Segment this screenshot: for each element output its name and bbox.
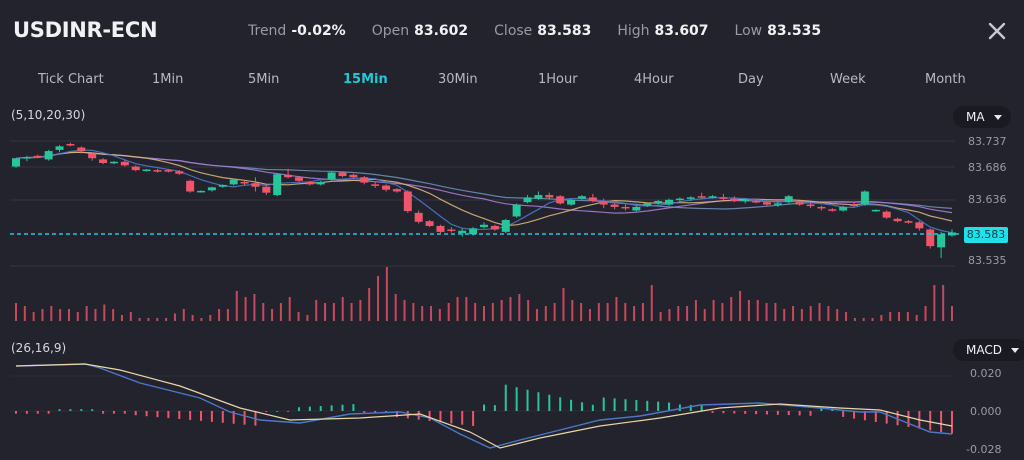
- tab-week[interactable]: Week: [830, 72, 866, 87]
- stat-trend: Trend -0.02%: [248, 23, 346, 39]
- stat-value: 83.607: [654, 23, 709, 39]
- stat-label: High: [617, 23, 650, 39]
- macd-indicator-label: MACD: [966, 343, 1002, 357]
- volume-bars: [15, 267, 953, 321]
- macd-params-label: (26,16,9): [11, 341, 67, 355]
- candlesticks: [12, 142, 956, 259]
- stat-low: Low 83.535: [735, 23, 822, 39]
- tab-30min[interactable]: 30Min: [438, 72, 478, 87]
- tab-5min[interactable]: 5Min: [248, 72, 280, 87]
- tab-month[interactable]: Month: [925, 72, 966, 87]
- stat-high: High 83.607: [617, 23, 708, 39]
- tab-day[interactable]: Day: [738, 72, 764, 87]
- stat-label: Open: [371, 23, 410, 39]
- ma-indicator-label: MA: [966, 110, 985, 124]
- macd-histogram: [15, 384, 953, 434]
- close-button[interactable]: [986, 20, 1008, 42]
- price-axis-label: 83.535: [968, 254, 1007, 267]
- macd-axis-label: 0.000: [970, 405, 1002, 418]
- macd-dea-line: [15, 363, 953, 449]
- stats-bar: Trend -0.02% Open 83.602 Close 83.583 High 83.6…: [248, 23, 847, 39]
- timeframe-tabs: Tick Chart 1Min 5Min 15Min 30Min 1Hour 4Hour Da…: [0, 72, 1024, 94]
- tab-1min[interactable]: 1Min: [152, 72, 184, 87]
- macd-axis-label: -0.028: [966, 443, 1002, 456]
- chevron-down-icon: [993, 114, 1002, 120]
- chevron-down-icon: [1010, 347, 1019, 353]
- header: USDINR-ECN Trend -0.02% Open 83.602 Close 83.…: [0, 0, 1024, 64]
- stat-value: 83.602: [414, 23, 469, 39]
- macd-axis-label: 0.020: [970, 367, 1002, 380]
- tab-4hour[interactable]: 4Hour: [634, 72, 674, 87]
- stat-label: Close: [494, 23, 533, 39]
- close-icon: [988, 22, 1006, 40]
- current-price-tag: 83.583: [964, 227, 1008, 243]
- tab-tick-chart[interactable]: Tick Chart: [38, 72, 104, 87]
- tab-15min[interactable]: 15Min: [343, 72, 388, 87]
- stat-label: Trend: [248, 23, 287, 39]
- stat-value: 83.535: [767, 23, 822, 39]
- price-axis-label: 83.686: [968, 161, 1007, 174]
- stat-value: 83.583: [537, 23, 592, 39]
- stat-close: Close 83.583: [494, 23, 591, 39]
- stat-label: Low: [734, 23, 763, 39]
- ma-indicator-dropdown[interactable]: MA: [953, 106, 1011, 128]
- tab-1hour[interactable]: 1Hour: [538, 72, 578, 87]
- macd-dif-line: [15, 363, 953, 449]
- stat-value: -0.02%: [291, 23, 346, 39]
- macd-indicator-dropdown[interactable]: MACD: [953, 339, 1024, 361]
- price-axis-label: 83.636: [968, 193, 1007, 206]
- stat-open: Open 83.602: [372, 23, 468, 39]
- price-axis-label: 83.737: [968, 135, 1007, 148]
- symbol-title: USDINR-ECN: [13, 18, 158, 42]
- ma-params-label: (5,10,20,30): [11, 108, 86, 122]
